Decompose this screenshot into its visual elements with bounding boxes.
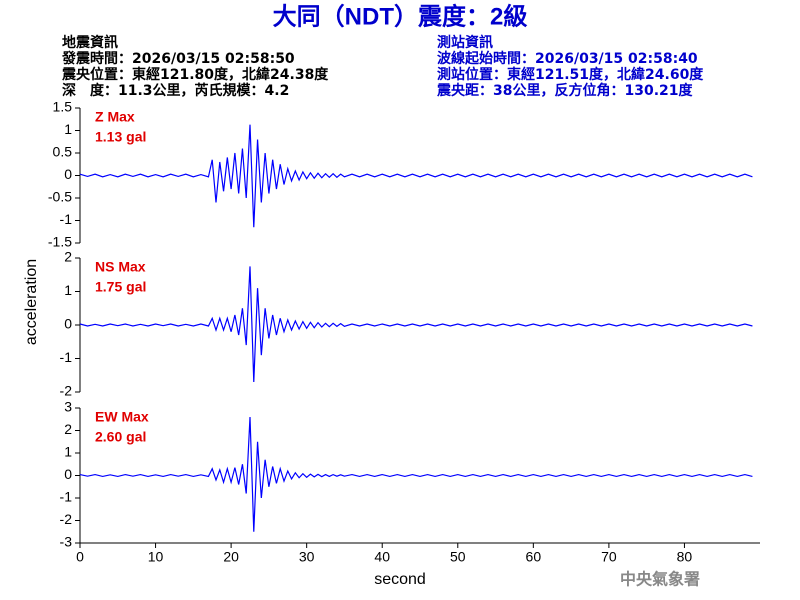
info-line: 測站位置：東經121.51度，北緯24.60度: [437, 66, 704, 83]
x-tick-label: 80: [677, 549, 693, 565]
y-tick-label: -3: [60, 534, 73, 550]
x-tick-label: 40: [374, 549, 390, 565]
info-line: 發震時間：2026/03/15 02:58:50: [61, 50, 295, 67]
info-line: 震央位置：東經121.80度，北緯24.38度: [61, 66, 329, 83]
info-line: 深 度：11.3公里，芮氏規模：4.2: [62, 82, 289, 99]
max-label: 2.60 gal: [95, 429, 146, 445]
x-tick-label: 50: [450, 549, 466, 565]
y-tick-label: 0: [64, 316, 72, 332]
info-line: 震央距：38公里，反方位角：130.21度: [436, 82, 694, 99]
info-line: 波線起始時間：2026/03/15 02:58:40: [437, 50, 698, 67]
y-tick-label: -1: [60, 211, 73, 227]
y-tick-label: 1.5: [53, 99, 73, 115]
x-tick-label: 20: [223, 549, 239, 565]
y-tick-label: 1: [64, 282, 72, 298]
y-tick-label: 1: [64, 444, 72, 460]
series-name: Z Max: [95, 109, 135, 125]
x-tick-label: 70: [601, 549, 617, 565]
footer: 中央氣象署: [620, 570, 700, 589]
waveform: [79, 266, 753, 382]
y-axis-label: acceleration: [23, 259, 40, 345]
series-name: NS Max: [95, 259, 146, 275]
x-axis-label: second: [374, 571, 426, 588]
y-tick-label: 0: [64, 166, 72, 182]
max-label: 1.13 gal: [95, 129, 146, 145]
waveform: [79, 124, 753, 228]
y-tick-label: 2: [64, 249, 72, 265]
info-line: 測站資訊: [437, 34, 493, 51]
y-tick-label: -0.5: [48, 189, 72, 205]
waveform: [79, 416, 753, 532]
series-name: EW Max: [95, 409, 149, 425]
y-tick-label: -1.5: [48, 234, 72, 250]
y-tick-label: 1: [64, 121, 72, 137]
chart-title: 大同（NDT）震度：2級: [273, 2, 528, 30]
x-tick-label: 30: [299, 549, 315, 565]
y-tick-label: 0.5: [53, 144, 73, 160]
y-tick-label: 3: [64, 399, 72, 415]
info-line: 地震資訊: [62, 34, 118, 51]
max-label: 1.75 gal: [95, 279, 146, 295]
y-tick-label: -2: [60, 511, 73, 527]
x-tick-label: 0: [76, 549, 84, 565]
y-tick-label: 0: [64, 466, 72, 482]
x-tick-label: 60: [526, 549, 542, 565]
y-tick-label: -2: [60, 383, 73, 399]
y-tick-label: -1: [60, 489, 73, 505]
y-tick-label: 2: [64, 421, 72, 437]
y-tick-label: -1: [60, 349, 73, 365]
x-tick-label: 10: [148, 549, 164, 565]
